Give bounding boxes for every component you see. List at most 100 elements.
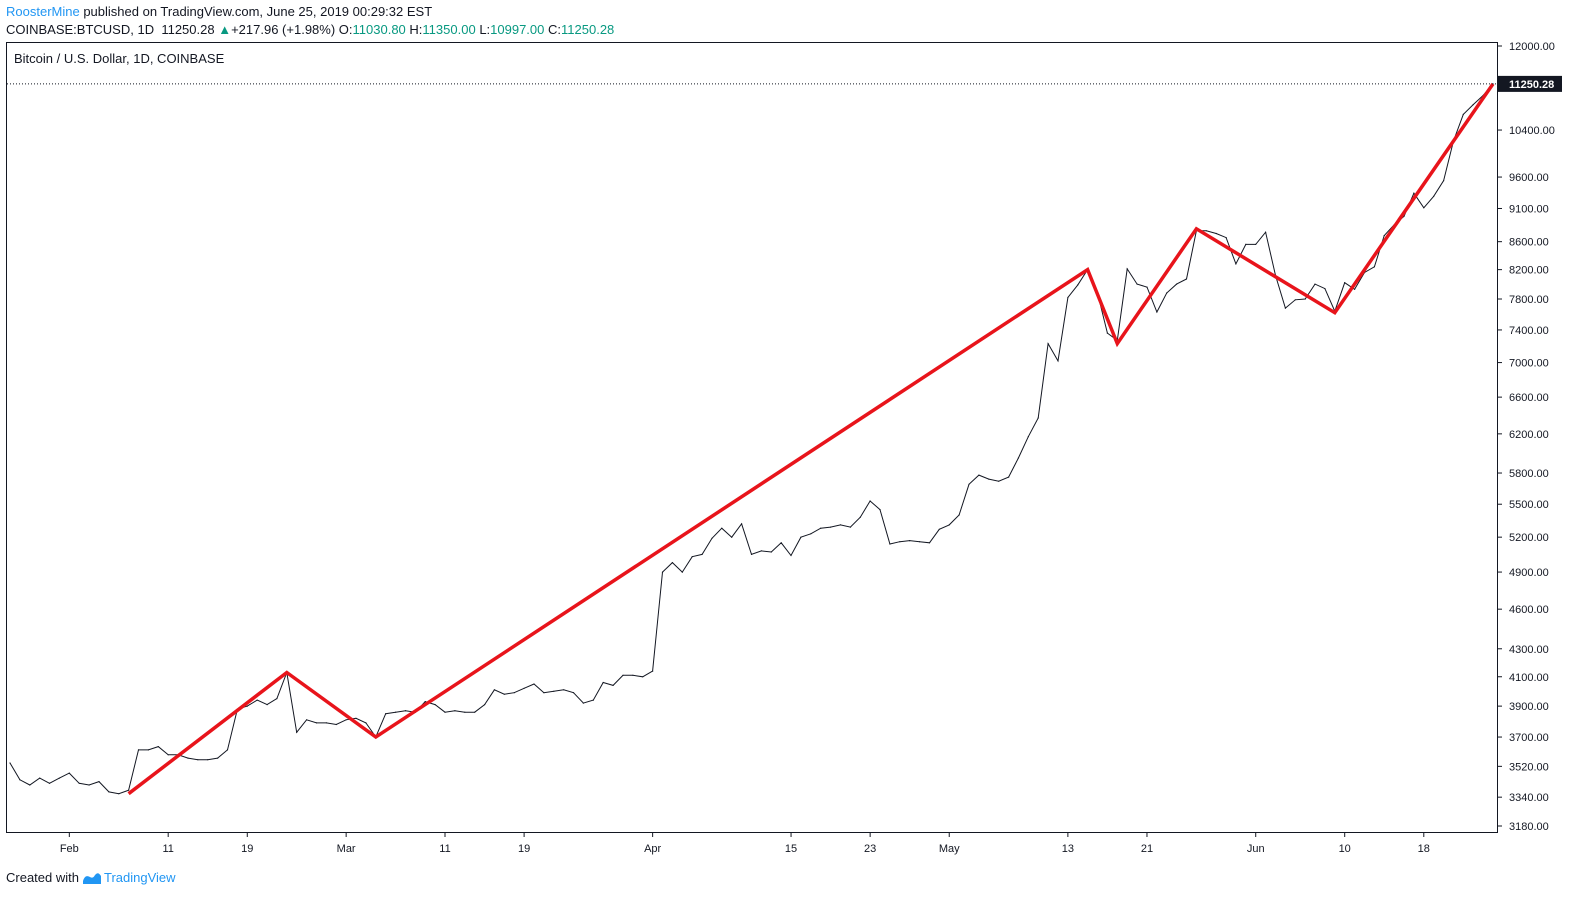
y-tick-label: 3900.00	[1509, 701, 1549, 713]
data-point	[118, 793, 120, 795]
data-point	[1334, 310, 1336, 312]
data-point	[414, 711, 416, 713]
high-label: H:	[409, 22, 423, 37]
y-tick-label: 7000.00	[1509, 358, 1549, 370]
data-point	[286, 671, 288, 674]
data-point	[632, 674, 634, 676]
zigzag-line	[127, 82, 1495, 796]
data-point	[968, 483, 970, 485]
data-point	[424, 701, 426, 703]
data-point	[919, 541, 921, 543]
data-point	[642, 676, 644, 678]
data-point	[1096, 292, 1099, 294]
data-point	[1047, 343, 1049, 345]
data-point	[830, 526, 832, 528]
data-point	[869, 500, 871, 502]
data-point	[790, 554, 792, 557]
data-point	[48, 782, 51, 784]
x-tick-label: 11	[162, 843, 173, 855]
data-point	[98, 781, 100, 783]
data-point	[582, 702, 585, 704]
data-point	[1423, 207, 1425, 209]
data-point	[899, 541, 901, 543]
tradingview-link[interactable]: TradingView	[82, 869, 176, 887]
data-point	[1255, 243, 1257, 245]
data-point	[731, 536, 733, 538]
x-tick-label: Mar	[337, 843, 356, 855]
data-point	[1205, 230, 1207, 232]
data-point	[404, 710, 407, 712]
data-point	[296, 731, 298, 733]
data-point	[276, 698, 278, 700]
data-point	[1472, 104, 1474, 106]
data-point	[1195, 230, 1197, 232]
data-point	[108, 791, 110, 793]
data-point	[760, 550, 763, 552]
high-value: 11350.00	[422, 22, 476, 37]
x-tick-label: 13	[1062, 843, 1074, 855]
data-point	[147, 749, 149, 751]
data-point	[1383, 235, 1385, 237]
y-tick-label: 3700.00	[1509, 732, 1549, 744]
data-point	[1245, 243, 1247, 245]
data-point	[177, 754, 179, 756]
created-with-text: Created with	[6, 870, 79, 885]
data-point	[1482, 94, 1484, 97]
y-tick-label: 5800.00	[1509, 468, 1549, 480]
y-tick-label: 6200.00	[1509, 429, 1549, 441]
data-point	[800, 536, 802, 538]
y-tick-label: 6600.00	[1509, 392, 1549, 404]
data-point	[1027, 436, 1029, 438]
x-tick-label: Feb	[60, 843, 79, 855]
data-point	[503, 693, 505, 695]
data-point	[691, 556, 693, 558]
data-point	[464, 711, 466, 713]
data-point	[652, 670, 654, 672]
data-point	[978, 474, 980, 476]
author-link[interactable]: RoosterMine	[6, 4, 80, 19]
y-tick-label: 5200.00	[1509, 532, 1549, 544]
data-point	[128, 789, 130, 791]
data-point	[513, 692, 515, 694]
data-point	[602, 681, 604, 684]
tradingview-logo-icon	[82, 873, 101, 884]
data-point	[58, 777, 61, 779]
low-label: L:	[479, 22, 491, 37]
symbol-label: COINBASE:BTCUSD, 1D	[6, 22, 155, 37]
y-tick-label: 4900.00	[1509, 567, 1549, 579]
data-point	[434, 704, 436, 706]
data-point	[1373, 266, 1375, 268]
data-point	[395, 711, 397, 713]
data-point	[315, 722, 318, 724]
data-point	[454, 710, 456, 712]
data-point	[266, 704, 268, 706]
data-point	[681, 571, 683, 573]
data-point	[1116, 339, 1118, 341]
price-axis: 3180.00 3340.00 3520.00 3700.00 3900.00 4100.…	[1497, 41, 1555, 833]
data-point	[88, 784, 90, 786]
data-point	[1057, 360, 1059, 362]
data-point	[671, 562, 674, 564]
data-point	[1087, 269, 1089, 271]
data-point	[246, 705, 248, 707]
data-point	[711, 537, 713, 539]
data-point	[533, 683, 535, 685]
published-text: published on TradingView.com, June 25, 2…	[79, 4, 433, 19]
data-point	[1413, 192, 1415, 194]
data-point	[948, 524, 950, 526]
y-tick-label: 7800.00	[1509, 294, 1549, 306]
data-point	[1017, 457, 1020, 459]
y-tick-label: 9100.00	[1509, 203, 1549, 215]
data-point	[1344, 282, 1346, 284]
data-point	[1433, 195, 1435, 197]
data-point	[207, 759, 209, 761]
data-point	[365, 722, 367, 724]
data-point	[859, 516, 861, 518]
data-point	[226, 749, 229, 751]
time-axis: Feb 11 19 Mar 11 19 Apr 15 23 May 13 21 Jun 10 18	[60, 832, 1430, 855]
data-point	[1136, 283, 1138, 285]
data-point	[1225, 237, 1227, 239]
data-point	[29, 784, 31, 786]
data-point	[1443, 180, 1445, 182]
